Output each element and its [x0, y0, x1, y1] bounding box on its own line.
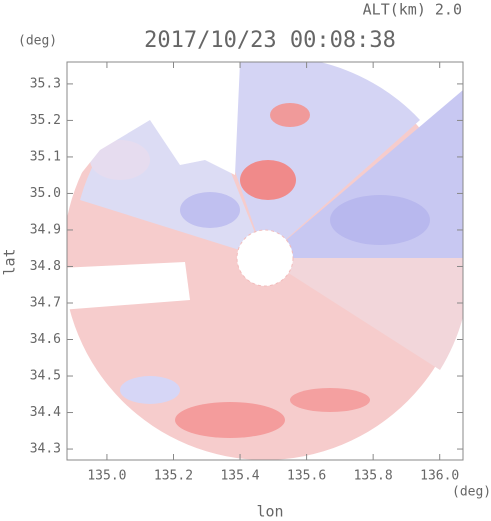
- y-tick-label: 34.5: [30, 369, 61, 384]
- y-tick-label: 34.6: [30, 332, 61, 347]
- y-unit: (deg): [18, 34, 57, 49]
- y-tick-label: 34.4: [30, 405, 61, 420]
- x-tick-label: 135.4: [220, 469, 259, 484]
- y-tick-label: 35.3: [30, 76, 61, 91]
- x-tick-label: 135.0: [87, 469, 126, 484]
- y-tick-label: 35.2: [30, 113, 61, 128]
- x-tick-label: 135.2: [154, 469, 193, 484]
- subtitle: ALT(km) 2.0: [363, 1, 462, 19]
- chart-title: 2017/10/23 00:08:38: [144, 28, 396, 53]
- x-axis-label: lon: [256, 503, 283, 521]
- plot-frame: [66, 61, 464, 461]
- y-tick-label: 35.1: [30, 149, 61, 164]
- x-tick-label: 135.6: [287, 469, 326, 484]
- y-tick-label: 35.0: [30, 186, 61, 201]
- y-tick-label: 34.7: [30, 295, 61, 310]
- x-unit: (deg): [452, 485, 491, 500]
- y-tick-label: 34.3: [30, 442, 61, 457]
- y-axis-label: lat: [1, 248, 19, 275]
- x-tick-label: 135.8: [354, 469, 393, 484]
- y-tick-label: 34.8: [30, 259, 61, 274]
- x-tick-label: 136.0: [420, 469, 459, 484]
- y-tick-label: 34.9: [30, 222, 61, 237]
- radar-field: [67, 62, 463, 460]
